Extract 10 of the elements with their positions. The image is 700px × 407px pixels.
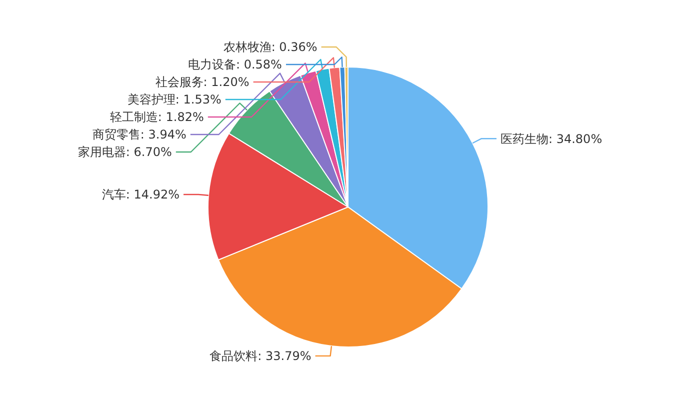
slice-label: 电力设备: 0.58% xyxy=(188,58,282,72)
slice-label: 农林牧渔: 0.36% xyxy=(223,40,318,54)
slice-label: 汽车: 14.92% xyxy=(102,188,180,202)
slice-label: 家用电器: 6.70% xyxy=(78,145,172,160)
slice-label: 美容护理: 1.53% xyxy=(127,92,222,107)
slice-label: 社会服务: 1.20% xyxy=(155,75,250,90)
slice-label: 轻工制造: 1.82% xyxy=(110,110,204,124)
slice-label: 医药生物: 34.80% xyxy=(500,132,602,146)
slice-label: 商贸零售: 3.94% xyxy=(92,128,186,142)
slice-label: 食品饮料: 33.79% xyxy=(210,349,312,364)
